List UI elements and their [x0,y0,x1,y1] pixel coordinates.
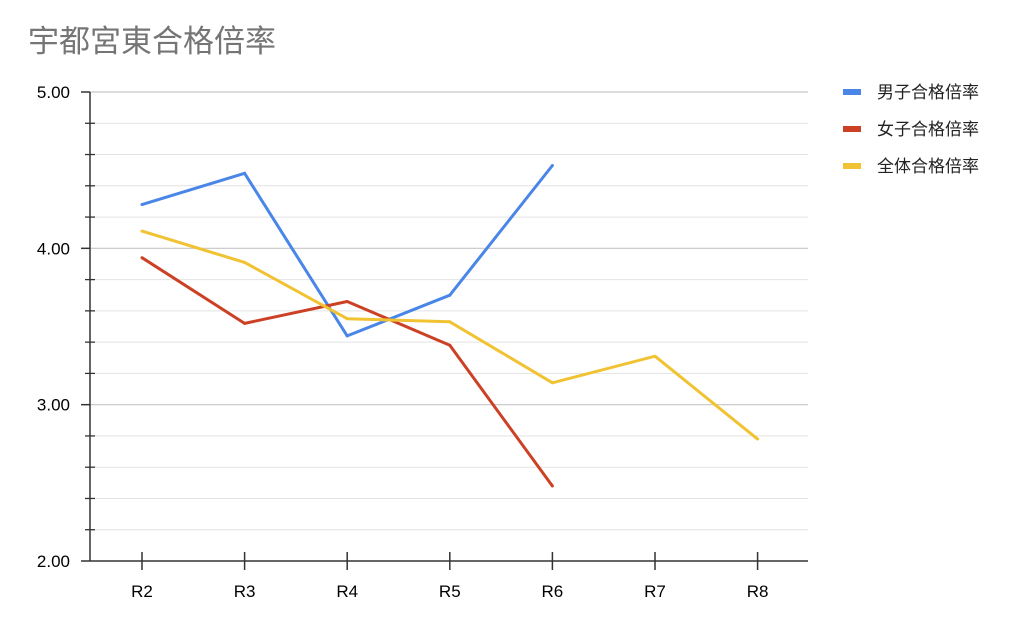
data-point [345,334,349,338]
data-point [448,293,452,297]
x-tick-label: R2 [131,582,153,601]
series-line [141,229,759,441]
data-point [243,321,247,325]
y-tick-label: 3.00 [37,396,70,415]
x-tick-label: R8 [747,582,769,601]
data-point [345,299,349,303]
x-tick-label: R6 [542,582,564,601]
x-tick-label: R3 [234,582,256,601]
legend-swatch [843,163,861,169]
y-tick-label: 2.00 [37,552,70,571]
series-line [141,256,554,487]
axes: 5.00 4.00 3.00 2.00 R2 R3 R4 R5 R6 R7 R8 [37,83,808,601]
data-point [243,260,247,264]
series-lines [140,163,760,488]
legend-label: 女子合格倍率 [877,120,979,140]
data-point [550,484,554,488]
data-point [140,203,144,207]
y-tick-label: 5.00 [37,83,70,102]
legend-swatch [843,89,861,95]
x-tick-label: R5 [439,582,461,601]
data-point [550,381,554,385]
data-point [756,437,760,441]
data-point [243,171,247,175]
data-point [448,320,452,324]
y-tick-label: 4.00 [37,239,70,258]
legend-label: 全体合格倍率 [877,157,979,177]
x-tick-label: R7 [644,582,666,601]
grid [90,91,808,531]
data-point [550,163,554,167]
chart-title: 宇都宮東合格倍率 [28,24,276,60]
data-point [345,317,349,321]
data-point [448,343,452,347]
data-point [140,256,144,260]
legend-label: 男子合格倍率 [877,83,979,103]
x-tick-label: R4 [336,582,358,601]
data-point [653,354,657,358]
legend-swatch [843,126,861,132]
data-point [140,229,144,233]
